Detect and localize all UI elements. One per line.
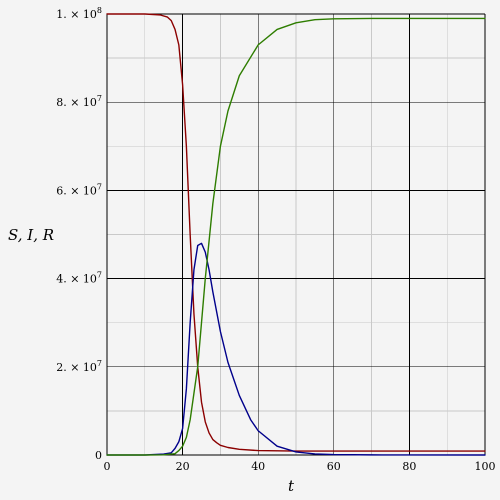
y-tick-label: 0 [95,449,102,462]
series-layer [106,13,486,456]
y-tick-label: 6. × 107 [56,182,102,197]
y-tick-label: 8. × 107 [56,94,102,109]
x-tick-label: 20 [176,460,190,473]
x-tick-label: 40 [251,460,265,473]
series-line-3 [106,17,486,456]
y-tick-label: 1. × 108 [56,6,102,21]
y-tick-label: 4. × 107 [56,271,102,286]
tick-labels: 0 20 40 60 80 100 0 2. × 107 4. × 107 6. × 107 8. … [56,6,495,473]
x-tick-label: 0 [104,460,111,473]
x-tick-label: 80 [402,460,416,473]
x-axis-title: t [288,477,295,495]
series-line-2 [106,242,486,456]
y-tick-label: 2. × 107 [56,359,102,374]
x-tick-label: 100 [475,460,496,473]
minor-grid [107,14,485,455]
series-line-1 [106,13,486,452]
y-axis-title: S, I, R [8,226,54,244]
x-tick-label: 60 [327,460,341,473]
